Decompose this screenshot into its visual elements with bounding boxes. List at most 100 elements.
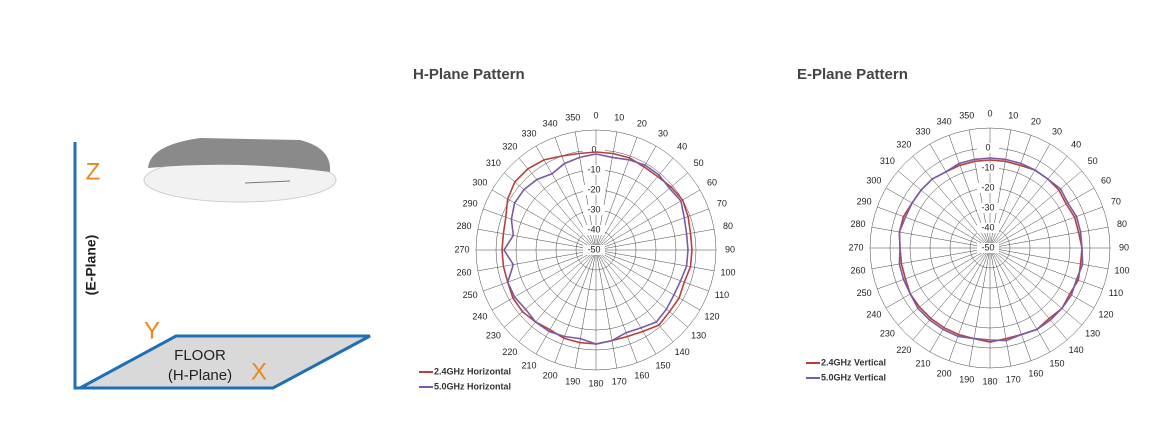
grid-spoke (871, 247, 991, 270)
angle-label: 20 (637, 118, 647, 128)
angle-label: 310 (486, 158, 501, 168)
r-label: -30 (981, 202, 994, 212)
grid-spoke (491, 189, 597, 251)
r-label: -10 (587, 164, 600, 174)
grid-spoke (518, 249, 597, 343)
angle-label: 250 (463, 290, 478, 300)
e-plane-label: (E-Plane) (83, 235, 99, 296)
angle-label: 340 (543, 118, 558, 128)
angle-label: 200 (543, 370, 558, 380)
angle-label: 0 (987, 108, 992, 118)
angle-label: 170 (1006, 374, 1021, 384)
grid-spoke (989, 247, 1032, 361)
r-label-bg (977, 243, 999, 253)
angle-label: 220 (896, 345, 911, 355)
angle-label: 40 (1071, 140, 1081, 150)
angle-label: 330 (915, 126, 930, 136)
angle-label: 320 (896, 140, 911, 150)
angle-label: 130 (1085, 329, 1100, 339)
grid-spoke (989, 247, 1051, 353)
device-heatsink (148, 138, 331, 172)
r-label: -40 (587, 224, 600, 234)
r-label-bg (583, 165, 605, 175)
r-label: -50 (587, 244, 600, 254)
angle-label: 60 (1101, 175, 1111, 185)
angle-label: 260 (851, 266, 866, 276)
grid-spoke (989, 247, 1012, 367)
legend-label: 2.4GHz Vertical (821, 357, 886, 367)
angle-label: 190 (959, 374, 974, 384)
angle-label: 110 (1109, 288, 1123, 298)
grid-spoke (595, 249, 715, 272)
angle-label: 200 (937, 368, 952, 378)
angle-label: 190 (565, 376, 580, 386)
legend-label: 5.0GHz Horizontal (434, 381, 511, 391)
grid-spoke (503, 172, 597, 251)
angle-label: 210 (521, 360, 536, 370)
grid-spoke (989, 247, 1103, 290)
angle-label: 330 (521, 128, 536, 138)
grid-spoke (989, 226, 1109, 249)
angle-label: 290 (857, 197, 872, 207)
chart-title: H-Plane Pattern (413, 66, 525, 83)
grid-spoke (595, 249, 618, 369)
angle-label: 0 (593, 110, 598, 120)
grid-spoke (595, 249, 638, 363)
grid-spoke (877, 247, 991, 290)
angle-label: 310 (880, 156, 895, 166)
angle-label: 220 (502, 347, 517, 357)
grid-spoke (929, 247, 991, 353)
angle-label: 180 (588, 378, 603, 388)
grid-spoke (595, 228, 715, 251)
r-label-bg (583, 205, 605, 215)
legend-label: 5.0GHz Vertical (821, 372, 886, 382)
grid-spoke (483, 249, 597, 292)
angle-label: 140 (1069, 345, 1084, 355)
grid-spoke (989, 247, 1109, 270)
angle-label: 350 (959, 110, 974, 120)
angle-label: 80 (1117, 219, 1127, 229)
angle-label: 300 (866, 175, 881, 185)
grid-spoke (885, 187, 991, 249)
grid-spoke (897, 247, 991, 326)
floor-label: FLOOR (174, 347, 226, 364)
angle-label: 150 (655, 360, 670, 370)
grid-spoke (483, 208, 597, 251)
grid-spoke (595, 249, 701, 311)
angle-label: 230 (486, 331, 501, 341)
chart-title: E-Plane Pattern (797, 66, 908, 83)
grid-spoke (595, 172, 689, 251)
grid-spoke (989, 155, 1068, 249)
grid-spoke (989, 143, 1051, 249)
grid-spoke (968, 247, 991, 367)
grid-spoke (535, 249, 597, 355)
grid-spoke (595, 145, 657, 251)
angle-label: 180 (982, 376, 997, 386)
angle-label: 280 (851, 219, 866, 229)
angle-label: 340 (937, 116, 952, 126)
grid-spoke (595, 208, 709, 251)
angle-label: 50 (1088, 156, 1098, 166)
angle-label: 100 (1114, 266, 1129, 276)
z-label: Z (86, 158, 101, 185)
pattern-line (898, 157, 1084, 342)
grid-spoke (989, 247, 1095, 309)
angle-label: 90 (725, 244, 735, 254)
angle-label: 240 (866, 309, 881, 319)
grid-spoke (989, 247, 1083, 326)
r-label: -40 (981, 222, 994, 232)
axis-line (73, 142, 80, 390)
angle-label: 170 (612, 376, 627, 386)
angle-label: 150 (1049, 358, 1064, 368)
r-label-bg (583, 145, 605, 155)
angle-label: 70 (1111, 197, 1121, 207)
angle-label: 100 (720, 268, 735, 278)
grid-spoke (871, 226, 991, 249)
angle-label: 10 (1008, 110, 1018, 120)
angle-label: 110 (715, 290, 729, 300)
grid-spoke (595, 249, 689, 328)
r-label: 0 (985, 142, 990, 152)
floor-plane (79, 334, 371, 390)
grid-spoke (897, 170, 991, 249)
